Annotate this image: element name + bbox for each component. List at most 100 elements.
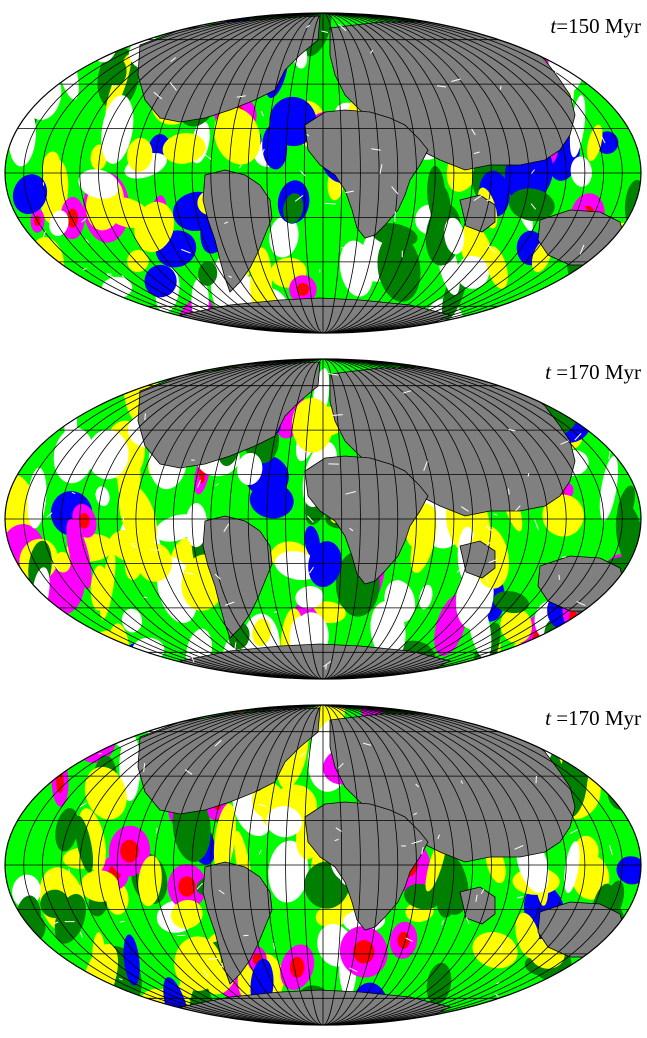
anomaly-patch — [66, 519, 92, 589]
meridian-line — [266, 359, 380, 679]
anomaly-patch — [55, 807, 79, 852]
arrow-mark — [488, 245, 497, 254]
time-label-1: t=150 Myr — [550, 14, 641, 38]
arrow-mark — [345, 491, 356, 495]
meridian-line — [98, 13, 548, 333]
arrow-mark — [169, 82, 177, 91]
anomaly-core — [178, 876, 196, 897]
anomaly-patch — [614, 383, 633, 416]
anomaly-patch — [252, 618, 271, 647]
meridian-line — [154, 705, 492, 1025]
meridian-line — [41, 705, 605, 1025]
arrow-mark — [214, 573, 221, 580]
arrow-mark — [413, 812, 418, 816]
anomaly-patch — [315, 902, 352, 928]
arrow-mark — [37, 426, 48, 433]
meridian-line — [154, 13, 492, 333]
arrow-mark — [223, 523, 230, 532]
arrow-mark — [485, 576, 489, 584]
anomaly-patch — [5, 381, 44, 422]
arrow-mark — [202, 969, 210, 978]
continent — [304, 455, 429, 585]
arrow-mark — [68, 868, 71, 874]
anomaly-patch — [44, 989, 93, 1025]
time-label-2: t =170 Myr — [545, 360, 641, 384]
arrow-mark — [323, 660, 332, 668]
anomaly-patch — [500, 607, 532, 644]
arrow-mark — [231, 847, 234, 852]
arrow-mark — [239, 164, 242, 169]
map-panel-1: t=150 Myr — [0, 0, 647, 346]
meridian-line — [191, 705, 455, 1025]
arrow-mark — [33, 302, 36, 313]
anomaly-patch — [308, 541, 342, 588]
arrow-mark — [224, 601, 235, 606]
anomaly-core — [296, 282, 310, 296]
anomaly-patch — [31, 965, 77, 1025]
map-outline — [4, 12, 642, 334]
anomaly-patch — [571, 854, 610, 900]
anomaly-patch — [17, 21, 61, 92]
meridian-line — [247, 705, 399, 1025]
arrow-mark — [451, 78, 461, 82]
arrow-mark — [236, 95, 246, 98]
anomaly-patch — [6, 54, 49, 86]
arrow-mark — [307, 515, 314, 523]
arrow-mark — [170, 57, 177, 62]
meridian-line — [303, 359, 343, 679]
continent — [304, 109, 429, 239]
arrow-mark — [496, 982, 500, 985]
arrow-mark — [218, 889, 225, 895]
arrow-mark — [569, 829, 578, 834]
arrow-mark — [121, 275, 130, 283]
meridian-line — [60, 359, 586, 679]
meridian-line — [60, 705, 586, 1025]
meridian-line — [210, 705, 436, 1025]
anomaly-patch — [546, 1010, 581, 1025]
arrow-mark — [471, 128, 476, 136]
anomaly-patch — [42, 615, 62, 679]
arrow-mark — [341, 247, 349, 249]
continent — [304, 801, 429, 931]
arrow-mark — [391, 186, 399, 195]
meridian-line — [41, 359, 605, 679]
anomaly-patch — [436, 882, 456, 918]
meridian-line — [154, 359, 492, 679]
arrow-mark — [277, 556, 284, 559]
meridian-line — [266, 705, 380, 1025]
arrow-mark — [106, 273, 116, 279]
arrow-mark — [98, 752, 102, 755]
arrow-mark — [126, 377, 132, 382]
anomaly-patch — [88, 298, 125, 333]
arrow-mark — [243, 934, 249, 937]
arrow-mark — [37, 1001, 40, 1009]
arrow-mark — [144, 413, 146, 421]
arrow-mark — [514, 845, 524, 850]
arrow-mark — [379, 164, 383, 175]
continent — [459, 886, 496, 925]
arrow-mark — [118, 977, 123, 981]
field-layer — [5, 13, 641, 333]
meridian-line — [210, 13, 436, 333]
arrow-mark — [82, 311, 90, 317]
anomaly-patch — [42, 151, 60, 180]
meridian-line — [303, 705, 343, 1025]
arrow-mark — [119, 920, 125, 923]
continent — [537, 209, 626, 266]
meridian-line — [191, 13, 455, 333]
arrow-mark — [92, 300, 96, 307]
anomaly-patch — [5, 711, 28, 777]
arrow-mark — [589, 621, 596, 630]
arrow-mark — [423, 461, 428, 471]
arrow-mark — [460, 780, 464, 784]
anomaly-patch — [103, 56, 127, 86]
continent — [459, 540, 496, 579]
arrow-mark — [338, 762, 344, 769]
anomaly-core — [289, 956, 305, 978]
arrow-mark — [615, 784, 621, 790]
continent — [202, 515, 273, 639]
arrow-mark — [260, 110, 264, 117]
anomaly-patch — [339, 240, 374, 297]
anomaly-patch — [522, 361, 541, 387]
arrow-mark — [516, 896, 524, 899]
